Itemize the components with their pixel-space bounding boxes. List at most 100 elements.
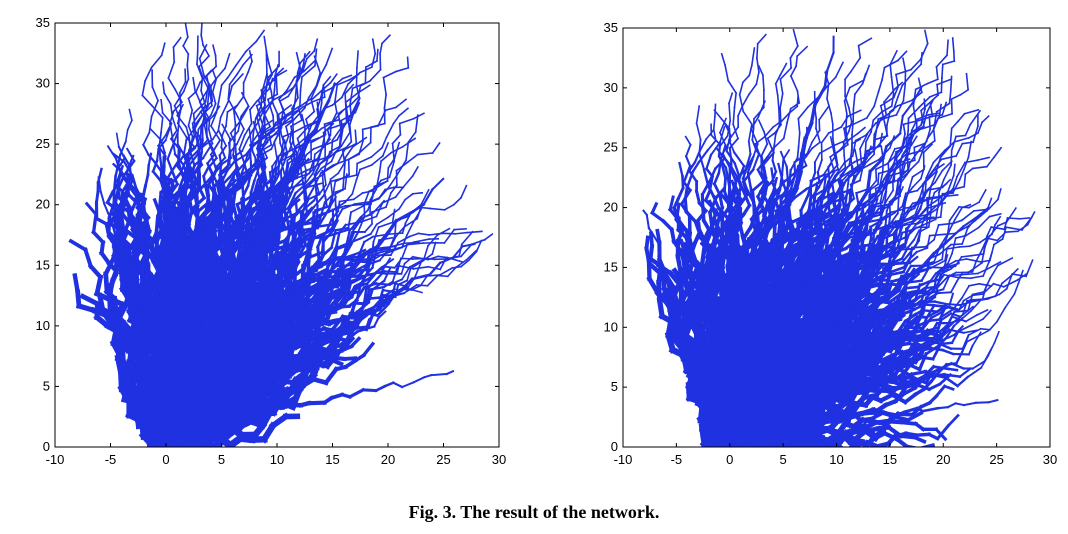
network-branch xyxy=(283,193,292,207)
network-branch xyxy=(349,204,365,214)
network-branch xyxy=(406,153,419,164)
network-branch xyxy=(331,126,343,142)
network-branch xyxy=(344,145,355,159)
network-branch xyxy=(125,172,131,189)
network-branch xyxy=(189,135,194,149)
network-branch xyxy=(351,136,368,148)
network-branch xyxy=(344,91,360,104)
network-branch xyxy=(376,48,379,62)
network-branch xyxy=(378,186,390,199)
network-branch xyxy=(243,122,253,137)
network-branch xyxy=(366,288,374,304)
network-branch xyxy=(232,109,237,125)
network-branch xyxy=(212,44,217,57)
network-branch xyxy=(362,288,368,305)
network-branch xyxy=(170,168,179,186)
network-branch xyxy=(202,165,211,178)
network-branch xyxy=(160,116,164,134)
network-branch xyxy=(341,243,348,260)
network-branch xyxy=(94,274,104,297)
network-branch xyxy=(345,230,354,251)
network-branch xyxy=(178,91,182,111)
network-branch xyxy=(354,129,358,145)
network-branch xyxy=(431,141,441,155)
network-branch xyxy=(178,168,188,188)
network-branch xyxy=(379,247,391,252)
network-branch xyxy=(154,214,160,236)
network-branch xyxy=(415,284,429,287)
network-branch xyxy=(150,104,164,119)
network-branch xyxy=(375,201,384,218)
network-branch xyxy=(198,57,206,77)
network-branch xyxy=(424,257,436,261)
network-branch xyxy=(200,34,205,47)
network-branch xyxy=(302,57,308,71)
network-branch xyxy=(192,112,196,127)
network-branch xyxy=(105,190,115,205)
network-branch xyxy=(397,107,410,117)
network-branch xyxy=(199,100,214,113)
network-branch xyxy=(158,131,163,148)
network-branch xyxy=(401,233,409,249)
network-branch xyxy=(242,70,250,85)
network-branch xyxy=(446,266,458,278)
network-branch xyxy=(176,116,181,136)
network-branch xyxy=(208,89,213,107)
network-branch xyxy=(325,150,331,166)
network-branch xyxy=(426,234,439,248)
network-branch xyxy=(115,164,125,183)
network-branch xyxy=(313,162,322,177)
network-branch xyxy=(377,221,394,229)
network-branch xyxy=(306,123,313,137)
network-branch xyxy=(414,114,419,133)
network-branch xyxy=(363,222,374,234)
network-branch xyxy=(196,51,199,66)
network-branch xyxy=(273,74,277,91)
network-branch xyxy=(349,283,360,299)
network-branch xyxy=(211,78,218,94)
network-branch xyxy=(184,23,189,39)
network-branch xyxy=(453,227,467,231)
network-branch xyxy=(353,200,372,206)
network-branch xyxy=(368,68,382,83)
network-branch xyxy=(142,211,152,234)
network-branch xyxy=(176,142,188,161)
network-branch xyxy=(337,161,346,175)
network-branch xyxy=(459,184,468,199)
network-branch xyxy=(459,243,473,258)
network-branch xyxy=(312,156,327,163)
network-branch xyxy=(234,168,241,189)
network-branch xyxy=(412,265,430,270)
network-branch xyxy=(347,153,361,161)
network-branch xyxy=(400,243,409,260)
network-branch xyxy=(394,98,408,109)
network-branch xyxy=(346,268,362,281)
network-branch xyxy=(405,141,410,161)
network-branch xyxy=(331,180,337,201)
network-branch xyxy=(387,174,399,190)
network-branch xyxy=(465,248,479,262)
network-branch xyxy=(187,179,199,200)
network-branch xyxy=(396,264,415,270)
network-branch xyxy=(294,184,305,195)
network-branch xyxy=(351,82,367,90)
network-branch xyxy=(162,81,166,95)
network-branch xyxy=(323,170,327,186)
network-branch xyxy=(163,92,172,106)
network-branch xyxy=(228,185,241,196)
network-branch xyxy=(452,196,463,206)
network-branch xyxy=(381,287,397,299)
network-branch xyxy=(314,188,319,207)
network-branch xyxy=(239,207,250,225)
network-branch xyxy=(396,257,402,274)
network-branch xyxy=(367,270,383,276)
network-branch xyxy=(293,147,301,163)
network-branch xyxy=(186,64,190,80)
network-branch xyxy=(117,165,129,182)
network-branch xyxy=(155,147,160,162)
network-branch xyxy=(383,270,399,274)
network-branch xyxy=(322,366,340,386)
network-branch xyxy=(364,66,367,84)
network-branch xyxy=(385,122,395,139)
network-branch xyxy=(195,63,204,80)
